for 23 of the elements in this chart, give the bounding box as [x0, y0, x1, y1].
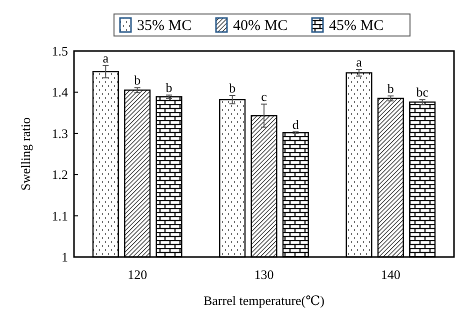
x-tick-label: 130: [254, 267, 274, 282]
legend-label: 35% MC: [137, 18, 192, 34]
y-axis-title: Swelling ratio: [18, 117, 33, 191]
data-label: bc: [416, 84, 429, 100]
data-label: b: [229, 80, 236, 96]
y-tick-label: 1: [62, 250, 68, 264]
data-label: b: [134, 72, 141, 88]
data-label: d: [292, 116, 300, 132]
data-label: a: [356, 54, 362, 70]
y-tick-label: 1.4: [52, 84, 68, 100]
y-tick-label: 1.2: [52, 167, 68, 182]
data-label: c: [261, 89, 268, 104]
y-tick-label: 1.5: [52, 44, 68, 58]
x-tick-label: 120: [128, 267, 148, 282]
legend-label: 45% MC: [329, 18, 384, 34]
x-axis-title: Barrel temperature(℃): [203, 293, 325, 308]
x-tick-label: 140: [380, 267, 400, 282]
legend-label: 40% MC: [233, 18, 288, 34]
data-label: b: [166, 80, 172, 96]
data-label: a: [102, 50, 109, 66]
y-tick-label: 1.3: [52, 126, 68, 141]
data-label: b: [387, 80, 394, 96]
y-tick-label: 1.1: [52, 208, 68, 224]
